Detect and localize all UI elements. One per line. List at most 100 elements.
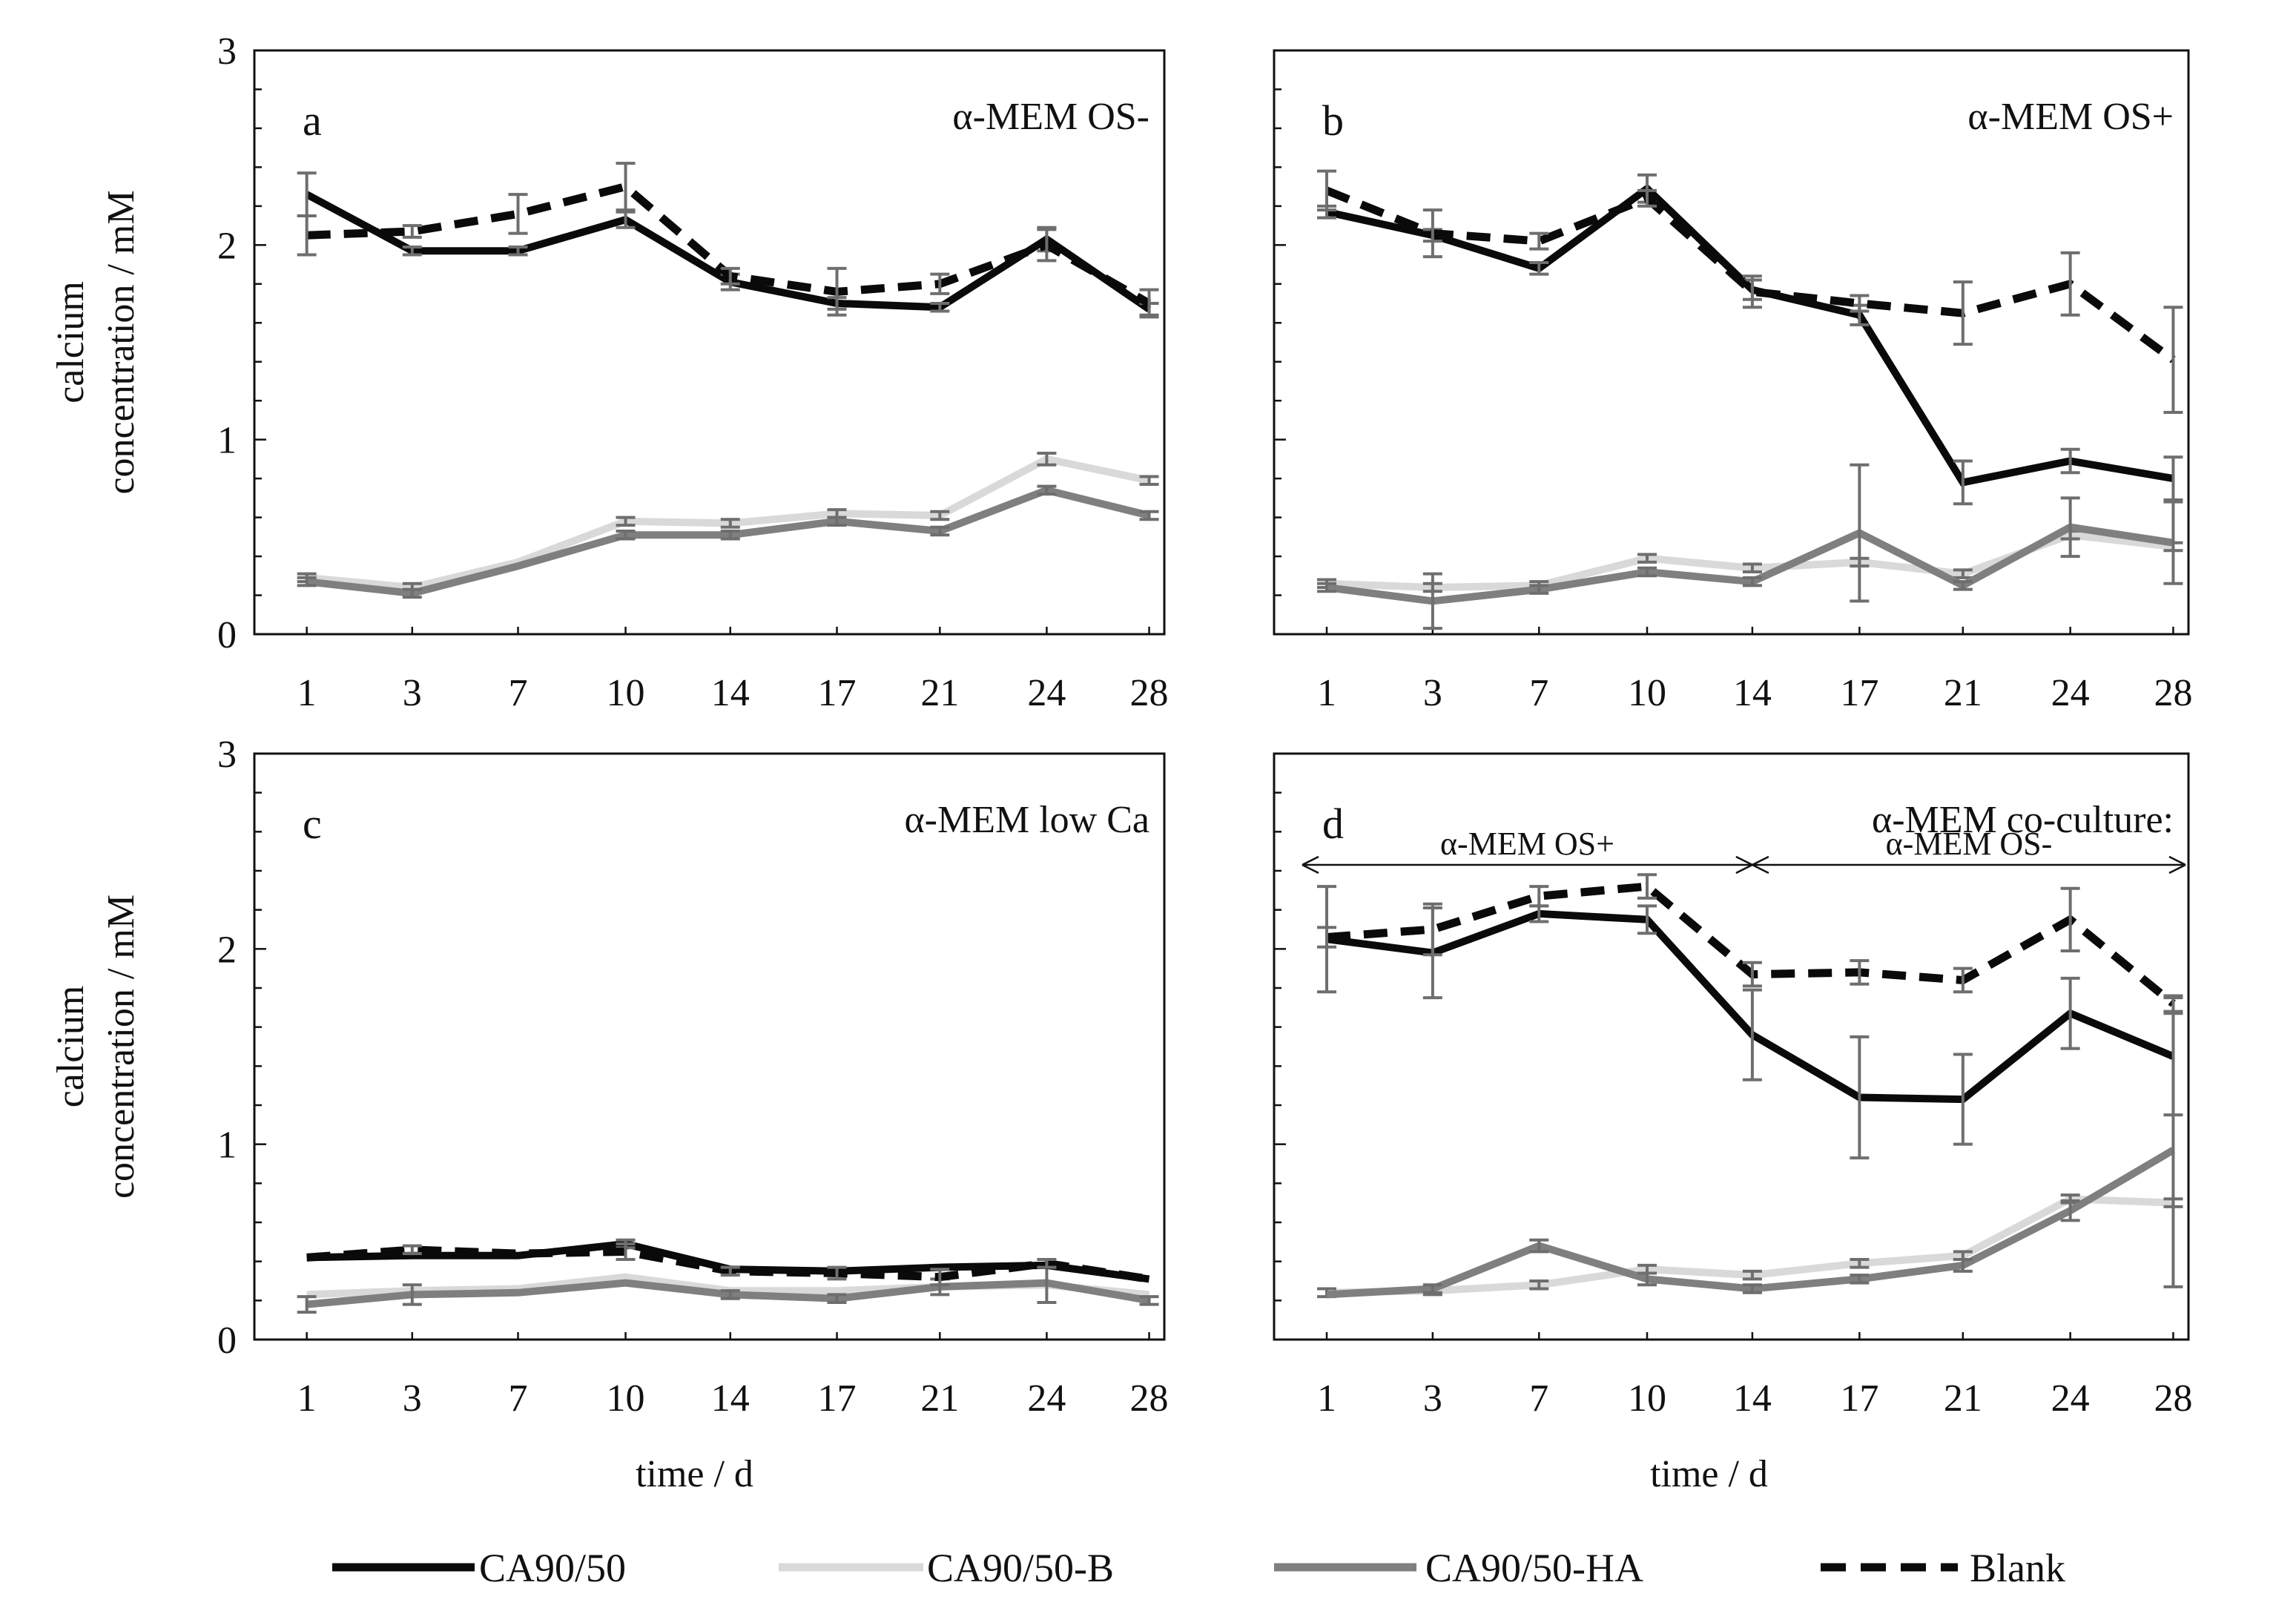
x-tick-label: 3 <box>403 672 422 714</box>
panel-letter: b <box>1322 96 1344 145</box>
error-bar <box>1637 1271 1657 1287</box>
error-bar <box>1953 966 1973 994</box>
error-bar <box>1953 568 1973 579</box>
x-tick-label: 21 <box>1944 672 1982 714</box>
error-bar <box>2060 1199 2080 1222</box>
error-bar <box>1139 288 1159 319</box>
series-blank <box>1317 169 2183 414</box>
error-bar <box>1742 961 1762 988</box>
arrowhead-left <box>1302 855 1319 874</box>
arrowhead-mid-left <box>1752 855 1769 874</box>
legend-item: CA90/50 <box>332 1546 626 1590</box>
error-bar <box>1850 1274 1870 1285</box>
series-line <box>1325 186 2176 363</box>
panel-title: α-MEM low Ca <box>904 799 1149 841</box>
x-tick-label: 10 <box>607 672 645 714</box>
error-bar <box>1742 274 1762 309</box>
panel-letter: d <box>1322 800 1344 848</box>
x-tick-label: 14 <box>711 1377 750 1420</box>
error-bar <box>2163 994 2183 1013</box>
error-bar <box>1953 1258 1973 1273</box>
error-bar <box>616 529 636 541</box>
legend-label: CA90/50 <box>479 1546 626 1590</box>
x-tick-label: 14 <box>1733 672 1772 714</box>
x-tick-label: 10 <box>607 1377 645 1420</box>
error-bar <box>1850 1035 1870 1160</box>
phase-arrows <box>1302 855 2186 874</box>
x-tick-label: 7 <box>509 672 528 714</box>
x-tick-label: 24 <box>2051 672 2090 714</box>
error-bar <box>1850 959 1870 986</box>
series-ca90-50-ha <box>297 484 1159 599</box>
x-tick-label: 14 <box>711 672 750 714</box>
error-bar <box>930 302 950 313</box>
arrowhead-right <box>2168 855 2186 874</box>
y-axis-title-line-2: concentration / mM <box>100 190 142 494</box>
error-bar <box>1850 463 1870 603</box>
error-bar <box>1139 1295 1159 1306</box>
error-bar <box>720 1265 740 1277</box>
x-tick-label: 17 <box>818 1377 857 1420</box>
legend-label: CA90/50-B <box>927 1546 1114 1590</box>
x-axis-title: time / d <box>1650 1453 1768 1495</box>
error-bar <box>616 1242 636 1262</box>
x-tick-label: 3 <box>1423 672 1442 714</box>
error-bar <box>1637 566 1657 578</box>
series-ca90-50-ha <box>1317 463 2183 630</box>
x-tick-label: 17 <box>1840 672 1878 714</box>
error-bar <box>1637 188 1657 208</box>
error-bar <box>2060 251 2080 317</box>
error-bar <box>1637 904 1657 935</box>
chart-panel-d: 1 3 7 10 14 17 21 24 28 time / d d α-MEM co-culture… <box>1273 752 2192 1495</box>
error-bar <box>827 1265 847 1281</box>
error-bar <box>1850 1258 1870 1269</box>
error-bar <box>1850 294 1870 313</box>
error-bar <box>1422 572 1442 630</box>
legend-label: Blank <box>1970 1546 2065 1590</box>
error-bar <box>2163 306 2183 414</box>
error-bar <box>616 210 636 229</box>
y-tick-label: 1 <box>217 420 237 462</box>
error-bar <box>297 214 317 257</box>
legend-item: Blank <box>1821 1546 2065 1590</box>
error-bar <box>720 529 740 541</box>
error-bar <box>1953 280 1973 346</box>
x-tick-label: 24 <box>1027 672 1066 714</box>
x-tick-label: 28 <box>1130 1377 1169 1420</box>
error-bar <box>508 193 528 235</box>
x-tick-label: 17 <box>818 672 857 714</box>
x-tick-label: 7 <box>1529 1377 1548 1420</box>
y-tick-label: 2 <box>217 929 237 971</box>
panel-title: α-MEM OS+ <box>1967 96 2174 138</box>
error-bar <box>1317 582 1337 593</box>
legend-label: CA90/50-HA <box>1425 1546 1643 1590</box>
error-bar <box>930 1268 950 1287</box>
legend: CA90/50 CA90/50-B CA90/50-HA Blank <box>332 1546 2065 1590</box>
x-tick-label: 21 <box>920 672 959 714</box>
error-bar <box>402 1244 422 1256</box>
y-axis-title-line-2: concentration / mM <box>100 895 142 1199</box>
error-bar <box>1637 553 1657 564</box>
error-bar <box>1037 1258 1057 1269</box>
chart-panel-a: 0 1 2 3 1 3 7 10 14 17 21 24 28 calcium concentration … <box>50 30 1169 714</box>
error-bar <box>827 266 847 317</box>
error-bar <box>402 224 422 239</box>
error-bar <box>1529 584 1549 595</box>
error-bar <box>1529 260 1549 276</box>
error-bar <box>1529 1238 1549 1254</box>
phase-label-right: α-MEM OS- <box>1886 826 2053 862</box>
y-tick-label: 0 <box>217 1320 237 1362</box>
error-bar <box>1529 885 1549 908</box>
error-bar <box>1422 208 1442 259</box>
y-tick-label: 3 <box>217 30 237 73</box>
error-bar <box>827 516 847 527</box>
x-tick-label: 28 <box>2154 672 2192 714</box>
error-bar <box>720 1289 740 1300</box>
y-tick-label: 1 <box>217 1124 237 1167</box>
error-bar <box>1529 231 1549 251</box>
error-bar <box>1317 169 1337 212</box>
x-tick-label: 28 <box>2154 1377 2192 1420</box>
x-tick-label: 10 <box>1628 672 1666 714</box>
error-bar <box>1953 459 1973 506</box>
